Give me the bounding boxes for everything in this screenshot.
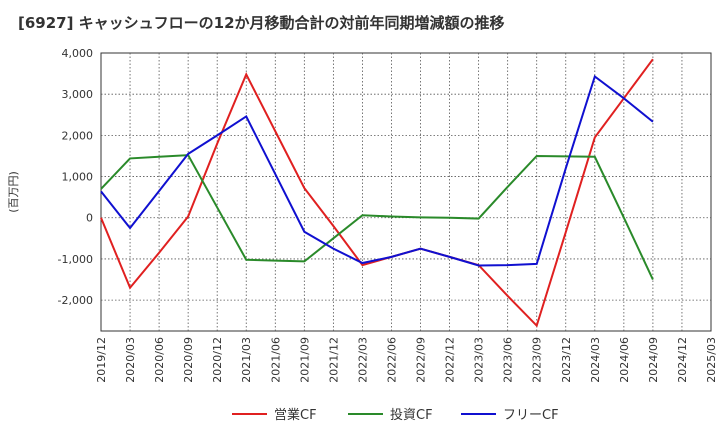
x-tick-label: 2021/06: [269, 337, 282, 383]
y-tick-label: 1,000: [62, 171, 94, 184]
x-axis-ticks: 2019/12 2020/03 2020/06 2020/09 2020/12 2021/…: [95, 337, 718, 383]
x-tick-label: 2023/03: [473, 337, 486, 383]
x-tick-label: 2021/09: [298, 337, 311, 383]
legend-label: 営業CF: [274, 407, 317, 423]
chart-title: [6927] キャッシュフローの12か月移動合計の対前年同期増減額の推移: [18, 14, 505, 32]
series-line-フリーCF: [100, 74, 654, 267]
x-tick-label: 2024/12: [676, 337, 689, 383]
x-tick-label: 2020/12: [211, 337, 224, 383]
y-tick-label: 4,000: [62, 47, 94, 60]
legend: 営業CF 投資CF フリーCF: [232, 407, 559, 423]
x-tick-label: 2024/03: [589, 337, 602, 383]
x-tick-label: 2024/09: [647, 337, 660, 383]
y-axis-label: (百万円): [7, 171, 20, 213]
x-tick-label: 2022/03: [356, 337, 369, 383]
y-axis-ticks: -2,000 -1,000 0 1,000 2,000 3,000 4,000: [58, 47, 93, 307]
x-tick-label: 2021/12: [327, 337, 340, 383]
legend-label: フリーCF: [503, 408, 559, 423]
x-tick-label: 2023/06: [502, 337, 515, 383]
x-tick-label: 2019/12: [95, 337, 108, 383]
x-tick-label: 2021/03: [240, 337, 253, 383]
x-tick-label: 2020/06: [153, 337, 166, 383]
series-lines: [100, 58, 654, 328]
x-tick-label: 2020/03: [124, 337, 137, 383]
y-tick-label: 2,000: [62, 129, 94, 142]
x-tick-label: 2022/06: [385, 337, 398, 383]
legend-label: 投資CF: [390, 407, 433, 423]
series-line-営業CF: [100, 58, 654, 328]
x-tick-label: 2025/03: [705, 337, 718, 383]
y-tick-label: -1,000: [58, 253, 93, 266]
plot-area: [100, 52, 712, 332]
x-tick-label: 2024/06: [618, 337, 631, 383]
x-tick-label: 2020/09: [182, 337, 195, 383]
y-tick-label: 0: [86, 212, 93, 225]
x-tick-label: 2023/09: [531, 337, 544, 383]
y-tick-label: 3,000: [62, 88, 94, 101]
x-tick-label: 2023/12: [560, 337, 573, 383]
x-tick-label: 2022/12: [444, 337, 457, 383]
y-tick-label: -2,000: [58, 294, 93, 307]
series-line-投資CF: [100, 154, 654, 280]
x-tick-label: 2022/09: [415, 337, 428, 383]
